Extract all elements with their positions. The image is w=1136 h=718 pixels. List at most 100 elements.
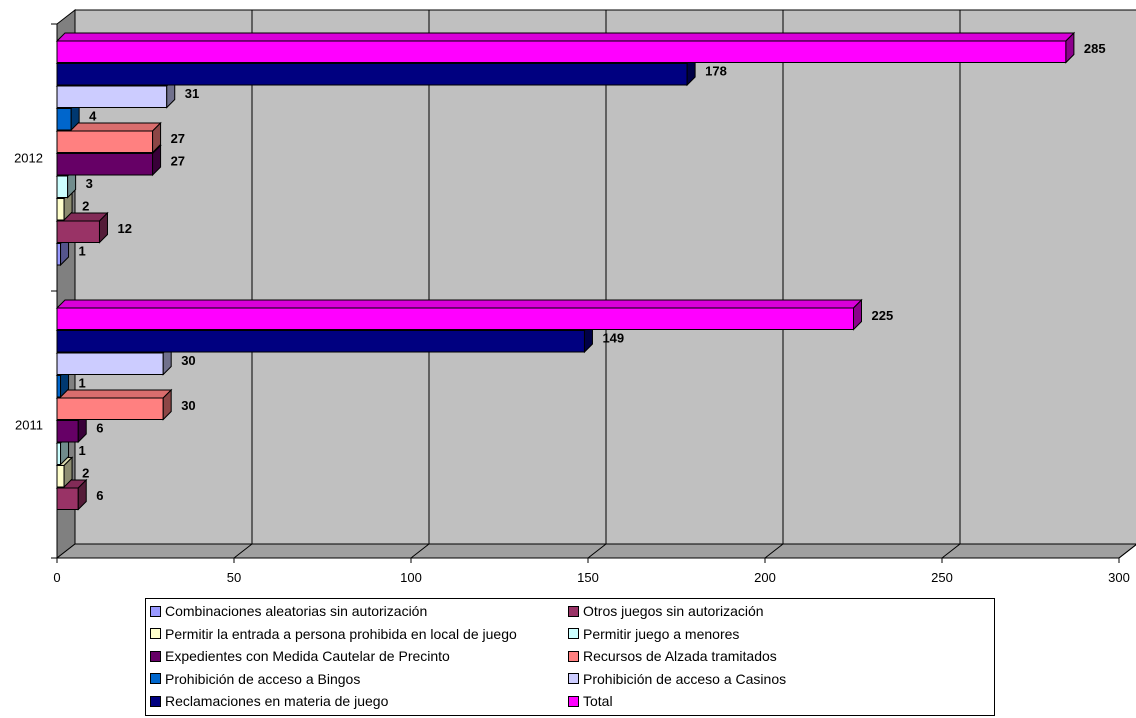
bar — [56, 108, 72, 131]
x-tick-label: 250 — [931, 570, 953, 585]
legend-item: Prohibición de acceso a Casinos — [568, 670, 786, 688]
data-label: 285 — [1084, 41, 1106, 56]
bar-side — [63, 456, 73, 489]
legend-label: Combinaciones aleatorias sin autorizació… — [165, 603, 428, 619]
data-label: 4 — [89, 108, 97, 123]
bar-top — [55, 32, 1076, 42]
legend-item: Combinaciones aleatorias sin autorizació… — [150, 602, 427, 620]
data-label: 225 — [872, 308, 894, 323]
data-label: 178 — [705, 63, 727, 78]
legend-swatch — [568, 695, 579, 707]
data-label: 2 — [82, 198, 89, 213]
bar — [56, 397, 164, 420]
data-label: 149 — [602, 330, 624, 345]
bar — [56, 130, 154, 153]
x-tick-label: 150 — [577, 570, 599, 585]
legend: Combinaciones aleatorias sin autorizació… — [145, 598, 995, 716]
x-tick-label: 0 — [53, 570, 60, 585]
y-category-label: 2012 — [14, 151, 43, 166]
gridline-floor — [1118, 544, 1136, 559]
gridline-floor — [587, 543, 607, 559]
axes: 0 50 100 150 200 250 300 2011 2012 — [14, 23, 1130, 585]
data-label: 30 — [181, 398, 195, 413]
legend-swatch — [568, 605, 579, 617]
bar-side — [152, 144, 162, 177]
bar-side — [162, 388, 172, 421]
x-tick-label: 50 — [227, 570, 241, 585]
gridline-floor — [764, 543, 784, 559]
legend-item: Permitir la entrada a persona prohibida … — [150, 625, 517, 643]
bar — [56, 198, 65, 221]
gridlines — [233, 10, 1136, 559]
gridline-floor — [941, 543, 961, 559]
legend-item: Recursos de Alzada tramitados — [568, 647, 777, 665]
legend-item: Otros juegos sin autorización — [568, 602, 764, 620]
data-label: 31 — [185, 86, 199, 101]
bar — [56, 352, 164, 375]
legend-swatch — [150, 650, 161, 662]
bar-side — [1065, 31, 1075, 64]
bar — [56, 85, 168, 108]
chart-walls — [55, 8, 1136, 560]
legend-label: Expedientes con Medida Cautelar de Preci… — [165, 648, 450, 664]
bar — [56, 40, 1067, 63]
legend-swatch — [150, 695, 161, 707]
y-category-label: 2011 — [15, 418, 43, 433]
bar — [56, 220, 100, 243]
bar — [56, 442, 62, 465]
legend-item: Permitir juego a menores — [568, 625, 739, 643]
legend-label: Prohibición de acceso a Casinos — [583, 670, 787, 687]
data-label: 3 — [86, 176, 93, 191]
legend-swatch — [150, 673, 161, 684]
legend-label: Recursos de Alzada tramitados — [583, 648, 777, 664]
legend-swatch — [150, 605, 161, 617]
legend-swatch — [568, 628, 579, 639]
legend-item: Prohibición de acceso a Bingos — [150, 670, 360, 688]
data-label: 27 — [171, 153, 185, 168]
bar-side — [853, 298, 862, 331]
bar — [56, 487, 79, 510]
legend-swatch — [568, 650, 579, 662]
gridline-floor — [233, 543, 253, 559]
bar-side — [77, 478, 87, 511]
legend-label: Permitir la entrada a persona prohibida … — [165, 625, 517, 642]
legend-swatch — [150, 628, 161, 639]
bar — [56, 420, 79, 443]
legend-label: Reclamaciones en materia de juego — [165, 693, 389, 709]
data-label: 30 — [181, 353, 195, 368]
data-label: 1 — [79, 243, 86, 258]
bar — [56, 243, 62, 266]
bar-top — [55, 299, 863, 309]
bar — [56, 307, 854, 330]
data-label: 12 — [117, 221, 131, 236]
data-label: 1 — [79, 443, 86, 458]
legend-item: Reclamaciones en materia de juego — [150, 692, 388, 710]
data-label: 6 — [96, 420, 103, 435]
x-tick-label: 300 — [1108, 570, 1130, 585]
legend-label: Prohibición de acceso a Bingos — [165, 670, 361, 687]
data-label: 1 — [79, 375, 86, 390]
bar-side — [152, 121, 162, 154]
bars — [55, 31, 1076, 511]
legend-item: Total — [568, 692, 613, 710]
bar — [56, 465, 65, 488]
bar-top — [55, 389, 173, 399]
data-label: 27 — [171, 131, 185, 146]
legend-label: Permitir juego a menores — [583, 625, 740, 642]
x-tick-label: 200 — [754, 570, 776, 585]
bar-side — [98, 211, 108, 244]
gridline-floor — [410, 543, 430, 559]
data-label: 2 — [82, 465, 89, 480]
legend-swatch — [568, 673, 579, 684]
bar — [56, 63, 688, 86]
bar — [56, 153, 154, 176]
data-label: 6 — [96, 488, 103, 503]
bar — [56, 330, 585, 353]
bar — [56, 375, 62, 398]
legend-label: Total — [583, 693, 613, 709]
x-tick-label: 100 — [400, 570, 422, 585]
legend-item: Expedientes con Medida Cautelar de Preci… — [150, 647, 450, 665]
legend-label: Otros juegos sin autorización — [583, 603, 764, 619]
bar — [56, 175, 69, 198]
